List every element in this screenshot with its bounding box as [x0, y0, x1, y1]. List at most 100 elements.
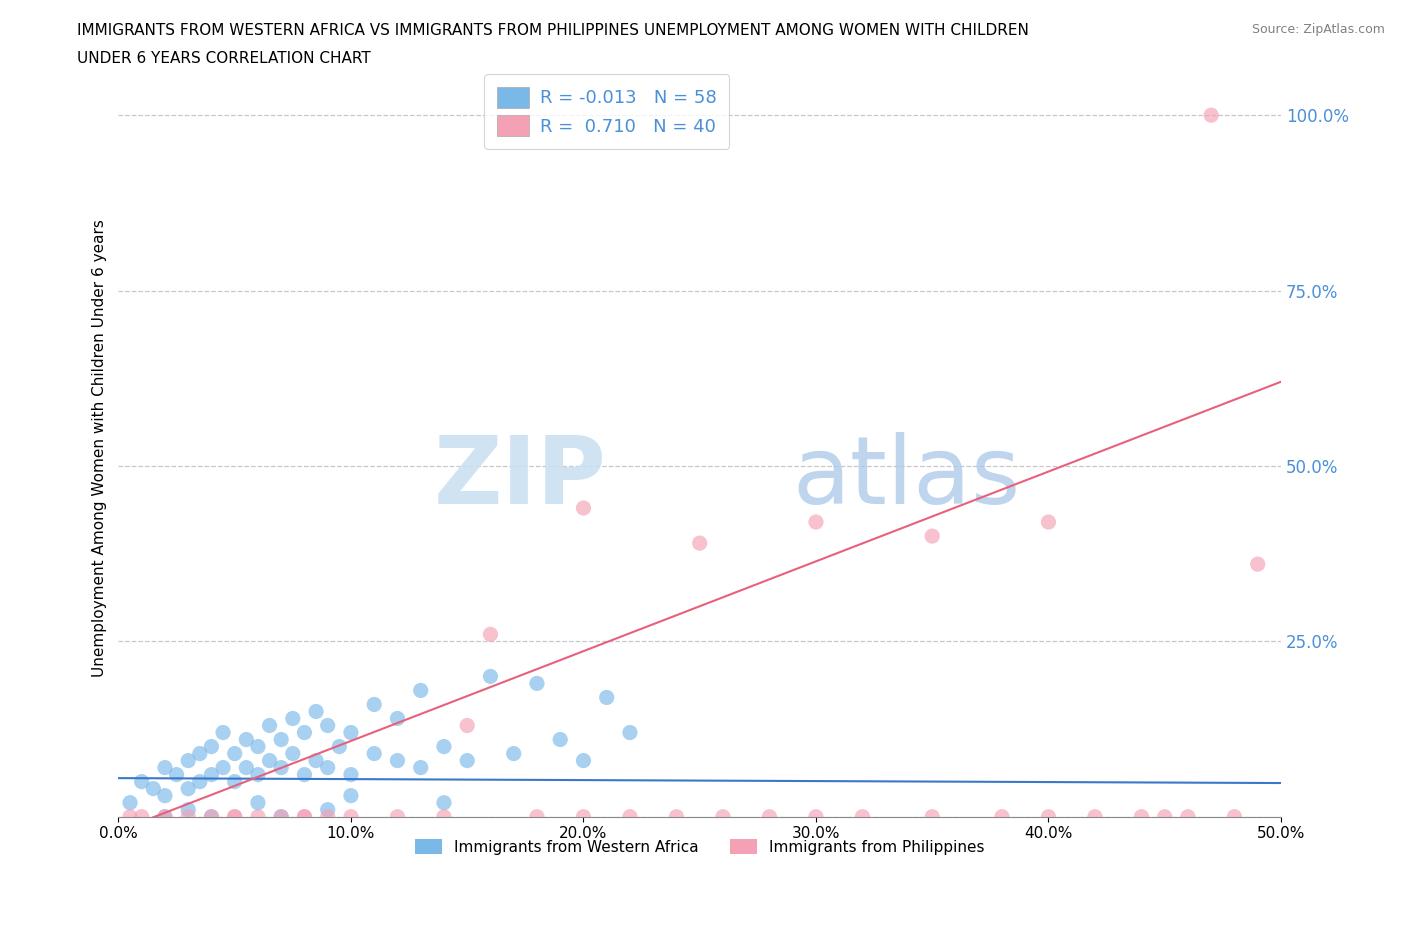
Point — [294, 809, 316, 824]
Point — [246, 795, 269, 810]
Point — [804, 809, 827, 824]
Point — [246, 767, 269, 782]
Point — [235, 760, 257, 775]
Point — [572, 753, 595, 768]
Point — [224, 746, 246, 761]
Point — [305, 704, 328, 719]
Point — [177, 803, 200, 817]
Point — [387, 711, 409, 726]
Point — [188, 774, 211, 789]
Point — [166, 767, 188, 782]
Point — [246, 739, 269, 754]
Point — [711, 809, 734, 824]
Point — [363, 746, 385, 761]
Point — [572, 809, 595, 824]
Point — [316, 809, 339, 824]
Point — [479, 627, 502, 642]
Point — [224, 774, 246, 789]
Point — [259, 753, 281, 768]
Point — [456, 718, 478, 733]
Legend: Immigrants from Western Africa, Immigrants from Philippines: Immigrants from Western Africa, Immigran… — [409, 832, 991, 860]
Point — [224, 809, 246, 824]
Point — [1038, 514, 1060, 529]
Point — [1199, 108, 1222, 123]
Point — [433, 809, 456, 824]
Point — [153, 789, 176, 804]
Point — [120, 809, 142, 824]
Point — [294, 725, 316, 740]
Point — [153, 760, 176, 775]
Point — [340, 809, 363, 824]
Point — [177, 753, 200, 768]
Point — [572, 500, 595, 515]
Point — [409, 760, 432, 775]
Text: ZIP: ZIP — [434, 432, 607, 524]
Text: UNDER 6 YEARS CORRELATION CHART: UNDER 6 YEARS CORRELATION CHART — [77, 51, 371, 66]
Point — [177, 781, 200, 796]
Point — [1084, 809, 1107, 824]
Point — [619, 809, 641, 824]
Point — [212, 725, 235, 740]
Point — [758, 809, 780, 824]
Text: atlas: atlas — [793, 432, 1021, 524]
Point — [1223, 809, 1246, 824]
Point — [804, 514, 827, 529]
Point — [479, 669, 502, 684]
Point — [246, 809, 269, 824]
Point — [596, 690, 619, 705]
Point — [235, 732, 257, 747]
Point — [270, 809, 292, 824]
Point — [1153, 809, 1175, 824]
Point — [120, 795, 142, 810]
Text: IMMIGRANTS FROM WESTERN AFRICA VS IMMIGRANTS FROM PHILIPPINES UNEMPLOYMENT AMONG: IMMIGRANTS FROM WESTERN AFRICA VS IMMIGR… — [77, 23, 1029, 38]
Point — [548, 732, 571, 747]
Point — [200, 739, 222, 754]
Point — [456, 753, 478, 768]
Point — [619, 725, 641, 740]
Point — [131, 809, 153, 824]
Point — [270, 760, 292, 775]
Point — [526, 676, 548, 691]
Point — [153, 809, 176, 824]
Point — [340, 767, 363, 782]
Point — [689, 536, 711, 551]
Point — [200, 767, 222, 782]
Point — [502, 746, 524, 761]
Point — [316, 718, 339, 733]
Point — [270, 732, 292, 747]
Point — [340, 725, 363, 740]
Point — [433, 795, 456, 810]
Point — [224, 809, 246, 824]
Point — [409, 683, 432, 698]
Point — [200, 809, 222, 824]
Point — [526, 809, 548, 824]
Point — [281, 711, 304, 726]
Point — [153, 809, 176, 824]
Point — [921, 528, 943, 543]
Point — [200, 809, 222, 824]
Point — [387, 809, 409, 824]
Text: Source: ZipAtlas.com: Source: ZipAtlas.com — [1251, 23, 1385, 36]
Point — [1177, 809, 1199, 824]
Point — [294, 809, 316, 824]
Point — [281, 746, 304, 761]
Point — [177, 809, 200, 824]
Point — [294, 767, 316, 782]
Y-axis label: Unemployment Among Women with Children Under 6 years: Unemployment Among Women with Children U… — [93, 219, 107, 677]
Point — [142, 781, 165, 796]
Point — [1130, 809, 1153, 824]
Point — [316, 760, 339, 775]
Point — [316, 803, 339, 817]
Point — [433, 739, 456, 754]
Point — [328, 739, 350, 754]
Point — [131, 774, 153, 789]
Point — [1247, 557, 1270, 572]
Point — [188, 746, 211, 761]
Point — [991, 809, 1014, 824]
Point — [363, 697, 385, 711]
Point — [921, 809, 943, 824]
Point — [259, 718, 281, 733]
Point — [305, 753, 328, 768]
Point — [665, 809, 688, 824]
Point — [1038, 809, 1060, 824]
